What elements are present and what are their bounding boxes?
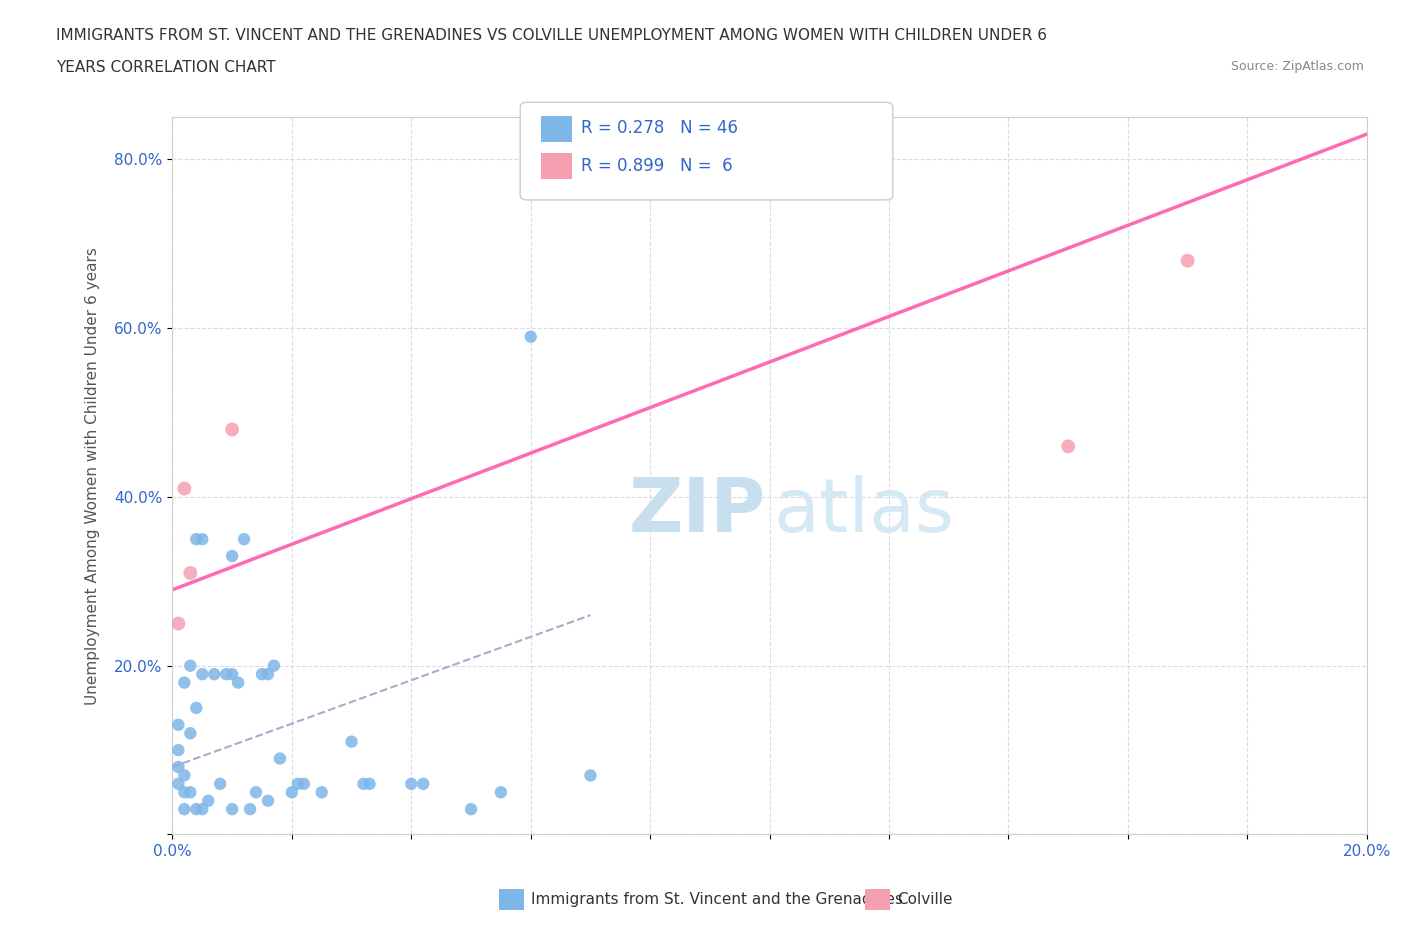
Point — [221, 549, 243, 564]
Point — [173, 481, 195, 496]
Point — [311, 785, 333, 800]
Point — [340, 734, 363, 749]
Point — [186, 802, 208, 817]
Point — [489, 785, 512, 800]
Y-axis label: Unemployment Among Women with Children Under 6 years: Unemployment Among Women with Children U… — [86, 247, 100, 705]
Point — [412, 777, 434, 791]
Point — [197, 793, 219, 808]
Point — [1177, 253, 1199, 268]
Text: Source: ZipAtlas.com: Source: ZipAtlas.com — [1230, 60, 1364, 73]
Point — [167, 760, 190, 775]
Point — [245, 785, 267, 800]
Text: Colville: Colville — [897, 892, 952, 907]
Point — [215, 667, 238, 682]
Point — [281, 785, 304, 800]
Point — [173, 785, 195, 800]
Point — [202, 667, 225, 682]
Text: YEARS CORRELATION CHART: YEARS CORRELATION CHART — [56, 60, 276, 75]
Text: ZIP: ZIP — [628, 475, 766, 549]
Point — [353, 777, 375, 791]
Point — [579, 768, 602, 783]
Point — [186, 532, 208, 547]
Point — [233, 532, 256, 547]
Point — [257, 793, 280, 808]
Point — [191, 667, 214, 682]
Point — [263, 658, 285, 673]
Text: R = 0.899   N =  6: R = 0.899 N = 6 — [581, 156, 733, 175]
Point — [191, 802, 214, 817]
Point — [179, 658, 201, 673]
Point — [167, 777, 190, 791]
Point — [191, 532, 214, 547]
Point — [221, 802, 243, 817]
Point — [167, 743, 190, 758]
Point — [186, 700, 208, 715]
Point — [1057, 439, 1080, 454]
Point — [167, 616, 190, 631]
Point — [287, 777, 309, 791]
Point — [173, 675, 195, 690]
Point — [519, 329, 541, 344]
Point — [269, 751, 291, 766]
Point — [173, 768, 195, 783]
Point — [173, 802, 195, 817]
Point — [221, 667, 243, 682]
Point — [226, 675, 249, 690]
Point — [167, 717, 190, 732]
Point — [239, 802, 262, 817]
Point — [257, 667, 280, 682]
Point — [221, 422, 243, 437]
Point — [359, 777, 381, 791]
Point — [209, 777, 232, 791]
Text: atlas: atlas — [773, 475, 955, 549]
Point — [179, 725, 201, 740]
Text: Immigrants from St. Vincent and the Grenadines: Immigrants from St. Vincent and the Gren… — [531, 892, 904, 907]
Point — [179, 565, 201, 580]
Point — [179, 785, 201, 800]
Point — [292, 777, 315, 791]
Point — [401, 777, 423, 791]
Point — [460, 802, 482, 817]
Point — [250, 667, 273, 682]
Text: R = 0.278   N = 46: R = 0.278 N = 46 — [581, 119, 738, 138]
Text: IMMIGRANTS FROM ST. VINCENT AND THE GRENADINES VS COLVILLE UNEMPLOYMENT AMONG WO: IMMIGRANTS FROM ST. VINCENT AND THE GREN… — [56, 28, 1047, 43]
